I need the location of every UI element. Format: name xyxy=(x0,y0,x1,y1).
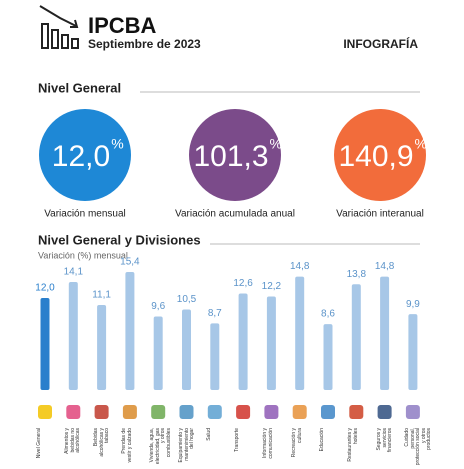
highlight-circle xyxy=(189,109,281,201)
highlight-unit: % xyxy=(270,136,282,152)
category-icon xyxy=(349,405,364,419)
highlight-caption: Variación interanual xyxy=(336,209,424,220)
bar xyxy=(295,276,305,390)
category-label: Información y comunicación xyxy=(262,428,274,459)
bar xyxy=(380,276,390,390)
highlight-value: 12,0 xyxy=(52,140,110,173)
category-icon xyxy=(377,405,392,419)
bar xyxy=(97,304,107,390)
value-label: 8,6 xyxy=(321,309,335,320)
category-label: Transporte xyxy=(234,428,241,452)
bar xyxy=(351,284,361,390)
tag: INFOGRAFÍA xyxy=(343,36,418,51)
category-icon xyxy=(405,405,420,419)
category-label: Bebidas alcohólicas y tabaco xyxy=(92,428,110,457)
bar xyxy=(40,298,50,390)
chart-subtitle: Variación (%) mensual xyxy=(38,250,128,260)
chart-title: Nivel General y Divisiones xyxy=(38,232,201,247)
value-label: 13,8 xyxy=(347,269,367,280)
highlight-caption: Variación acumulada anual xyxy=(175,209,295,220)
category-icon xyxy=(179,405,194,419)
highlight-circle xyxy=(334,109,426,201)
highlight-value: 101,3 xyxy=(193,140,268,173)
category-icon xyxy=(207,405,222,419)
bar xyxy=(238,293,248,390)
highlight-unit: % xyxy=(415,136,427,152)
value-label: 14,8 xyxy=(375,261,395,272)
category-label: Restaurantes y hoteles xyxy=(347,428,359,462)
value-label: 12,0 xyxy=(35,283,55,294)
bar xyxy=(68,281,78,390)
category-icon xyxy=(66,405,81,419)
category-icon xyxy=(236,405,251,419)
value-label: 11,1 xyxy=(92,290,111,301)
category-label: Nivel General xyxy=(36,428,42,459)
bar xyxy=(408,314,418,390)
bar xyxy=(210,323,220,390)
highlight-unit: % xyxy=(111,136,123,152)
value-label: 10,5 xyxy=(177,294,197,305)
category-icon xyxy=(151,405,166,419)
value-label: 9,6 xyxy=(151,301,165,312)
bar xyxy=(153,316,163,390)
category-label: Cuidado personal, protección social y ot… xyxy=(403,428,432,466)
value-label: 9,9 xyxy=(406,299,420,310)
value-label: 12,6 xyxy=(233,278,253,289)
value-label: 15,4 xyxy=(120,257,140,268)
category-label: Recreación y cultura xyxy=(290,428,303,458)
bar xyxy=(323,324,333,390)
category-icon xyxy=(38,405,52,419)
category-label: Salud xyxy=(205,428,212,441)
bar xyxy=(182,309,191,390)
value-label: 12,2 xyxy=(262,281,282,292)
logo-icon xyxy=(39,5,79,49)
bar xyxy=(266,296,276,390)
title: IPCBA xyxy=(88,13,157,38)
value-label: 14,8 xyxy=(290,261,310,272)
highlight-caption: Variación mensual xyxy=(44,209,126,220)
category-icon xyxy=(264,405,279,419)
highlight-circle xyxy=(39,109,131,201)
bar xyxy=(125,272,135,390)
category-icon xyxy=(122,405,137,419)
category-icon xyxy=(321,405,335,419)
category-label: Equipamiento y mantenimiento del hogar xyxy=(177,428,195,463)
subtitle: Septiembre de 2023 xyxy=(88,37,201,51)
category-label: Seguros y servicios financieros xyxy=(375,428,393,453)
category-icon xyxy=(292,405,307,419)
highlight-value: 140,9 xyxy=(338,140,413,173)
section-title: Nivel General xyxy=(38,80,121,95)
category-icon xyxy=(94,405,109,419)
category-label: Vivienda, agua, electricidad, gas y otro… xyxy=(149,428,172,465)
value-label: 14,1 xyxy=(64,267,84,278)
category-label: Alimentos y bebidas no alcohólicas xyxy=(64,428,82,454)
category-label: Prendas de vestir y calzado xyxy=(120,428,133,463)
value-label: 8,7 xyxy=(208,308,222,319)
category-label: Educación xyxy=(319,428,325,452)
